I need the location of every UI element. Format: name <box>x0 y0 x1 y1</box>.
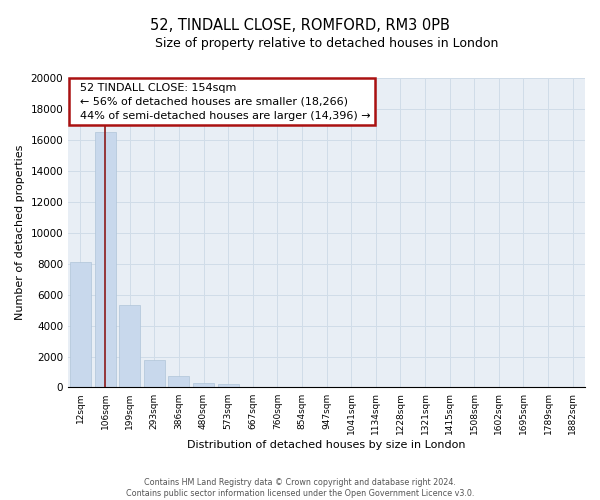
Title: Size of property relative to detached houses in London: Size of property relative to detached ho… <box>155 38 498 51</box>
Bar <box>193 383 214 388</box>
Y-axis label: Number of detached properties: Number of detached properties <box>15 145 25 320</box>
Text: 52, TINDALL CLOSE, ROMFORD, RM3 0PB: 52, TINDALL CLOSE, ROMFORD, RM3 0PB <box>150 18 450 32</box>
Bar <box>70 262 91 388</box>
Bar <box>169 376 190 388</box>
Text: Contains HM Land Registry data © Crown copyright and database right 2024.
Contai: Contains HM Land Registry data © Crown c… <box>126 478 474 498</box>
Bar <box>144 360 165 388</box>
Bar <box>218 384 239 388</box>
X-axis label: Distribution of detached houses by size in London: Distribution of detached houses by size … <box>187 440 466 450</box>
Text: 52 TINDALL CLOSE: 154sqm
  ← 56% of detached houses are smaller (18,266)
  44% o: 52 TINDALL CLOSE: 154sqm ← 56% of detach… <box>73 82 371 120</box>
Bar <box>95 132 116 388</box>
Bar <box>119 306 140 388</box>
